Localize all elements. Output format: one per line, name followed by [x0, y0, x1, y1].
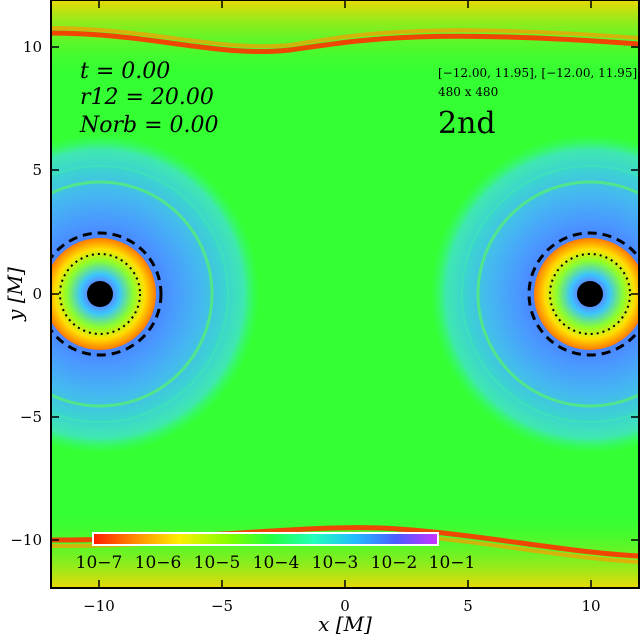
colorbar-tick-label: 10−3 — [312, 553, 359, 573]
ytick-label: 5 — [32, 161, 42, 179]
xtick-label: 5 — [463, 597, 473, 615]
tick-marks — [51, 0, 639, 588]
ytick-label: −5 — [20, 408, 42, 426]
orbits-annotation: Norb = 0.00 — [79, 113, 219, 138]
ytick-label: 10 — [23, 38, 42, 56]
y-axis-label: y [M] — [3, 267, 27, 322]
separation-annotation: r12 = 20.00 — [80, 85, 214, 110]
xtick-label: −10 — [83, 597, 115, 615]
colorbar-tick-label: 10−7 — [76, 553, 123, 573]
domain-annotation: [−12.00, 11.95], [−12.00, 11.95] — [438, 66, 637, 80]
colorbar-tick-label: 10−6 — [135, 553, 182, 573]
xtick-label: −5 — [211, 597, 233, 615]
colorbar-tick-label: 10−5 — [194, 553, 241, 573]
run-label: 2nd — [438, 106, 496, 141]
colorbar — [92, 532, 439, 546]
colorbar-tick-label: 10−1 — [429, 553, 476, 573]
black-hole-left — [87, 281, 113, 307]
resolution-annotation: 480 x 480 — [438, 85, 498, 99]
x-axis-label: x [M] — [318, 612, 372, 636]
black-hole-right — [577, 281, 603, 307]
xtick-label: 10 — [581, 597, 600, 615]
ytick-label: −10 — [10, 531, 42, 549]
xtick-label: 0 — [340, 597, 350, 615]
colorbar-tick-label: 10−4 — [253, 553, 300, 573]
ytick-label: 0 — [32, 285, 42, 303]
colorbar-tick-label: 10−2 — [371, 553, 418, 573]
time-annotation: t = 0.00 — [80, 59, 170, 84]
